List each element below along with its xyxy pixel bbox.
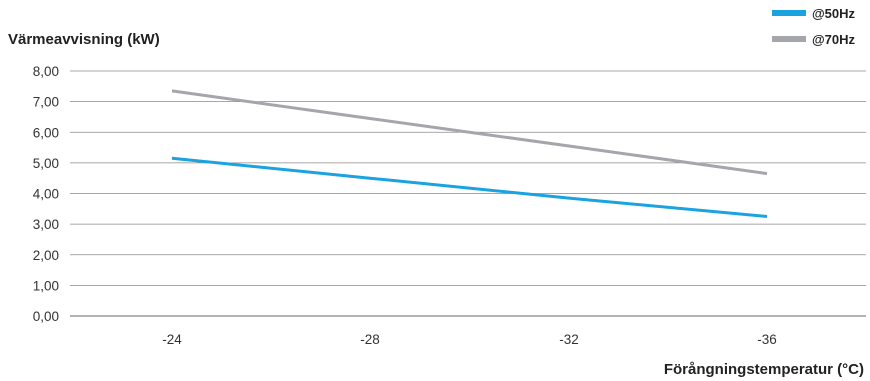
- y-tick-label: 2,00: [33, 248, 59, 263]
- x-tick-label: -36: [757, 332, 777, 347]
- series-line-70hz: [171, 89, 768, 176]
- y-tick-labels: 0,00 1,00 2,00 3,00 4,00 5,00 6,00 7,00 8,00: [33, 64, 59, 324]
- legend-swatch-50hz: [772, 10, 806, 16]
- y-tick-label: 8,00: [33, 64, 59, 79]
- y-tick-label: 4,00: [33, 187, 59, 202]
- y-tick-label: 1,00: [33, 278, 59, 293]
- legend-label-70hz: @70Hz: [812, 32, 856, 47]
- legend: @50Hz @70Hz: [772, 6, 856, 47]
- legend-swatch-70hz: [772, 36, 806, 42]
- y-tick-label: 6,00: [33, 125, 59, 140]
- y-tick-label: 0,00: [33, 309, 59, 324]
- legend-item-50hz: @50Hz: [772, 6, 856, 21]
- y-axis-label: Värmeavvisning (kW): [8, 31, 160, 48]
- series-line-50hz: [171, 156, 768, 218]
- grid-layer: [70, 70, 866, 317]
- legend-label-50hz: @50Hz: [812, 6, 856, 21]
- x-tick-labels: -24 -28 -32 -36: [162, 332, 777, 347]
- y-tick-label: 7,00: [33, 95, 59, 110]
- x-tick-label: -28: [360, 332, 380, 347]
- legend-item-70hz: @70Hz: [772, 32, 856, 47]
- x-tick-label: -32: [559, 332, 579, 347]
- y-tick-label: 5,00: [33, 156, 59, 171]
- x-tick-label: -24: [162, 332, 182, 347]
- y-tick-label: 3,00: [33, 217, 59, 232]
- x-axis-label: Förångningstemperatur (°C): [664, 361, 864, 378]
- series-layer: [171, 89, 768, 218]
